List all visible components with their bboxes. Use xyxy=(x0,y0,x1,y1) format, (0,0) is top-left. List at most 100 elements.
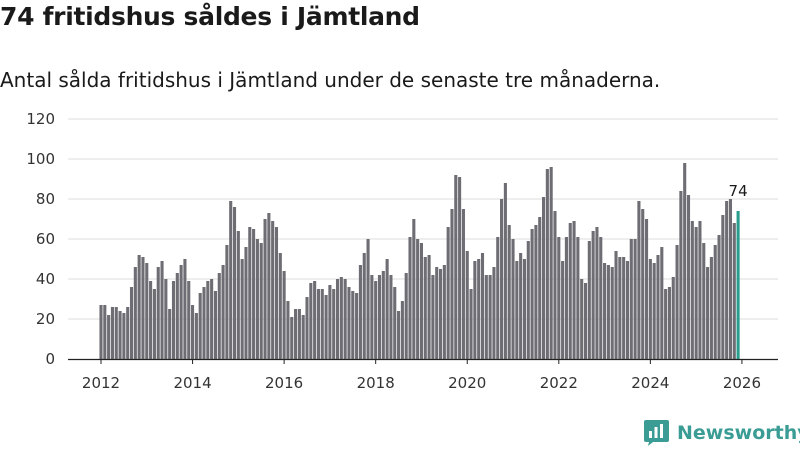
bar xyxy=(549,167,553,359)
x-tick-label: 2026 xyxy=(723,374,761,392)
bar xyxy=(606,265,610,359)
bar-latest xyxy=(736,211,740,359)
highlight-data-label: 74 xyxy=(729,182,748,200)
bar xyxy=(103,305,107,359)
bar xyxy=(652,263,656,359)
bar xyxy=(702,243,706,359)
bar xyxy=(732,223,736,359)
bar xyxy=(629,239,633,359)
bar xyxy=(278,253,282,359)
bar xyxy=(599,237,603,359)
bar xyxy=(625,261,630,359)
y-tick-label: 0 xyxy=(45,350,55,368)
x-axis-ticks: 2012 2014 2016 2018 2020 2022 2024 2026 xyxy=(82,359,761,392)
bar xyxy=(576,237,580,359)
bar xyxy=(526,241,530,359)
bar xyxy=(709,257,713,359)
bar xyxy=(545,169,549,359)
bar xyxy=(423,257,427,359)
bar xyxy=(347,287,351,359)
y-tick-label: 120 xyxy=(26,110,55,128)
bar xyxy=(603,263,607,359)
bar xyxy=(675,245,679,359)
bar xyxy=(343,279,347,359)
bar xyxy=(435,267,439,359)
bar xyxy=(458,177,462,359)
bar xyxy=(374,281,378,359)
x-tick-label: 2016 xyxy=(265,374,303,392)
bar xyxy=(412,219,416,359)
bar xyxy=(408,237,412,359)
bar xyxy=(168,309,172,359)
bar-chart: 0 20 40 60 80 100 120 2012 2014 2016 2018 2020 2022… xyxy=(26,110,778,392)
bar xyxy=(671,277,675,359)
bar xyxy=(377,275,382,359)
bar xyxy=(519,253,523,359)
bar xyxy=(561,261,565,359)
bar xyxy=(267,213,271,359)
bar xyxy=(183,259,187,359)
bar xyxy=(156,267,160,359)
bar xyxy=(389,275,393,359)
bar xyxy=(583,283,588,359)
bar xyxy=(496,237,500,359)
brand-name: Newsworthy xyxy=(677,422,800,444)
bar xyxy=(706,267,710,359)
bar xyxy=(633,239,637,359)
bar xyxy=(271,221,275,359)
bar xyxy=(217,273,221,359)
bar xyxy=(160,261,164,359)
bar xyxy=(236,231,240,359)
y-tick-label: 80 xyxy=(36,190,55,208)
bar xyxy=(538,217,542,359)
bar xyxy=(660,247,664,359)
bar xyxy=(610,267,614,359)
bar xyxy=(442,265,446,359)
bar xyxy=(385,259,389,359)
bar xyxy=(141,257,145,359)
x-tick-label: 2022 xyxy=(540,374,578,392)
bar xyxy=(179,265,183,359)
bar xyxy=(152,289,156,359)
bar xyxy=(698,221,702,359)
bar xyxy=(416,239,420,359)
bar xyxy=(683,163,687,359)
bar xyxy=(351,291,355,359)
bar xyxy=(484,275,488,359)
newsworthy-logo: Newsworthy xyxy=(644,420,800,446)
bar xyxy=(358,265,362,359)
bar xyxy=(255,239,259,359)
bar xyxy=(694,227,698,359)
bar xyxy=(465,251,469,359)
bar xyxy=(244,247,248,359)
bar xyxy=(572,221,576,359)
bar xyxy=(530,229,534,359)
bar xyxy=(366,239,370,359)
bar xyxy=(446,227,450,359)
bar xyxy=(355,293,359,359)
bar xyxy=(110,307,114,359)
bar xyxy=(461,209,465,359)
bar xyxy=(171,281,176,359)
bar xyxy=(431,275,435,359)
bar xyxy=(450,209,454,359)
bar xyxy=(294,309,298,359)
bar xyxy=(191,305,195,359)
bar xyxy=(473,261,477,359)
bar xyxy=(728,199,733,359)
bar xyxy=(595,227,599,359)
bar xyxy=(210,279,214,359)
chart-title: 74 fritidshus såldes i Jämtland xyxy=(0,2,420,31)
chart-subtitle: Antal sålda fritidshus i Jämtland under … xyxy=(0,68,661,92)
bar xyxy=(107,315,111,359)
bar xyxy=(500,199,504,359)
bar xyxy=(286,301,290,359)
bar xyxy=(263,219,267,359)
bar xyxy=(553,211,557,359)
x-tick-label: 2018 xyxy=(357,374,395,392)
bar xyxy=(381,271,385,359)
bar xyxy=(454,175,458,359)
bar xyxy=(164,279,168,359)
bar xyxy=(404,273,408,359)
bar xyxy=(335,279,340,359)
